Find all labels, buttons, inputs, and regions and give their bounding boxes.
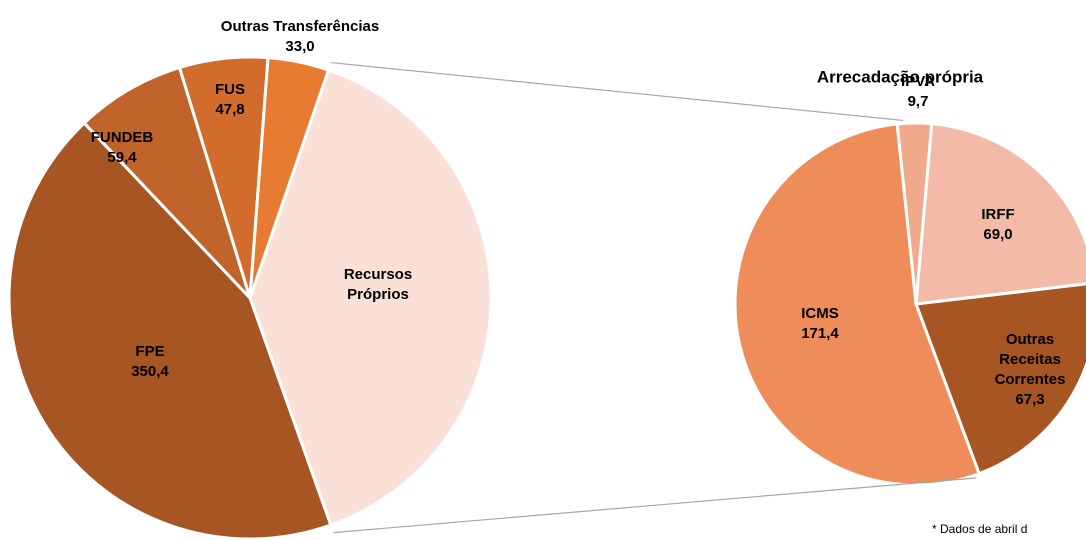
value-label: 9,7 <box>908 93 929 110</box>
value-label: 47,8 <box>215 101 244 118</box>
value-label: 171,4 <box>801 325 839 342</box>
slice-label-line: Recursos <box>344 266 412 283</box>
value-label: 59,4 <box>107 149 137 166</box>
connector-line <box>333 477 976 534</box>
secondary-title: Arrecadação própria <box>817 67 984 86</box>
slice-label: FPE <box>135 343 164 360</box>
pie-slice <box>248 68 493 527</box>
slice-label-line: Outras <box>1006 331 1054 348</box>
value-label: 350,4 <box>131 363 169 380</box>
pie-slice <box>914 122 1086 306</box>
slice-label: IPVA <box>901 73 935 90</box>
slice-label: Outras Receitas Correntes <box>995 331 1066 388</box>
pie-slice <box>913 282 1086 476</box>
pie-slice <box>248 56 331 299</box>
slice-label-line: Correntes <box>995 371 1066 388</box>
pie-slice <box>7 120 333 540</box>
slice-label-line: Próprios <box>347 286 409 303</box>
value-label: 69,0 <box>983 226 1012 243</box>
slice-label: Recursos Próprios <box>344 266 412 303</box>
slice-label: IRFF <box>981 206 1014 223</box>
pie-slice <box>82 65 252 300</box>
slice-label-line: Receitas <box>999 351 1061 368</box>
slice-label: ICMS <box>801 305 839 322</box>
footnote: * Dados de abril d <box>932 522 1027 536</box>
pie-slice <box>733 122 982 487</box>
slice-label: Outras Transferências <box>221 18 379 35</box>
connector-line <box>331 61 904 122</box>
slice-label: FUNDEB <box>91 129 154 146</box>
value-label: 67,3 <box>1015 391 1044 408</box>
slice-label: FUS <box>215 81 245 98</box>
value-label: 33,0 <box>285 38 314 55</box>
